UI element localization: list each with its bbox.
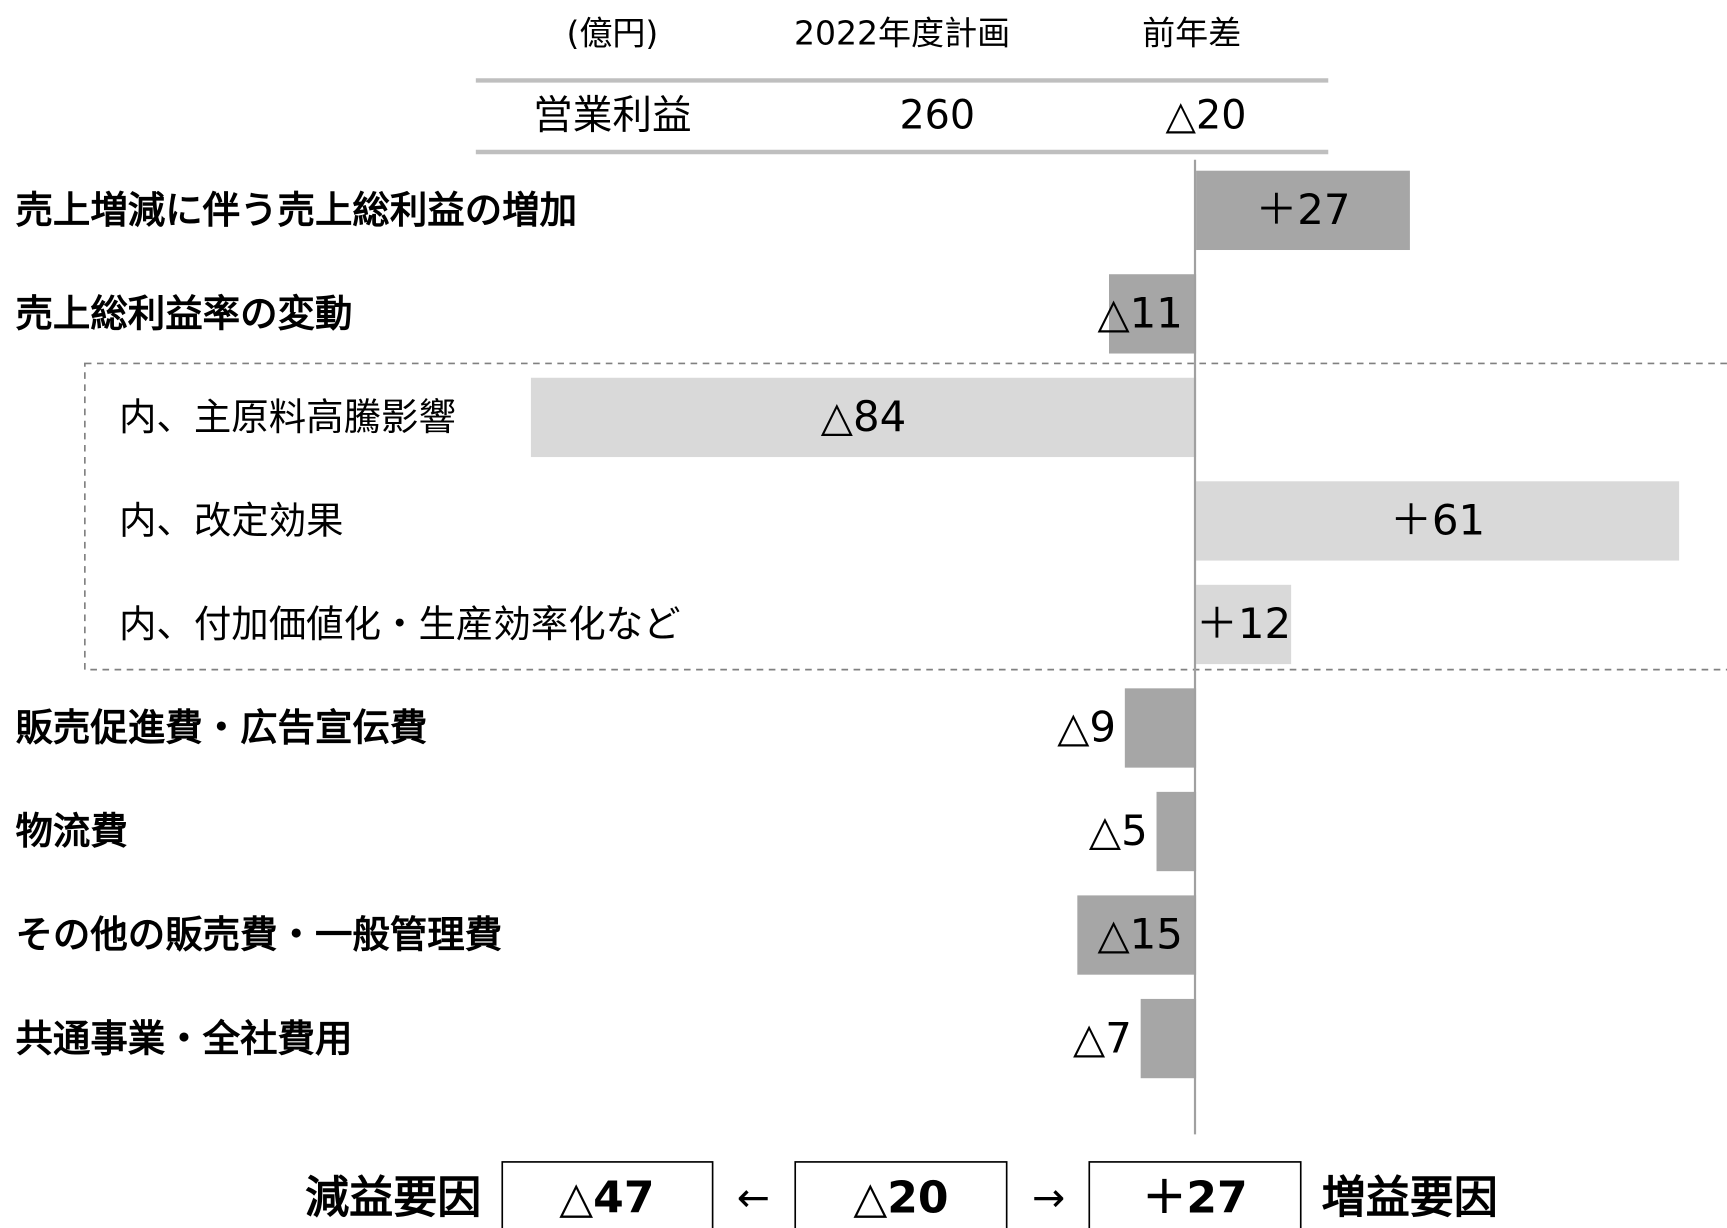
- table-cell: 営業利益: [533, 92, 691, 138]
- table-header: 2022年度計画: [794, 14, 1010, 53]
- value-label: ＋12: [1196, 599, 1291, 648]
- summary-label: 増益要因: [1322, 1172, 1498, 1223]
- summary-arrow: →: [1032, 1175, 1065, 1221]
- category-label: 物流費: [15, 809, 127, 853]
- bar: [1124, 688, 1197, 768]
- category-label: その他の販売費・一般管理費: [15, 913, 502, 957]
- category-label: 共通事業・全社費用: [15, 1016, 352, 1060]
- value-label: △15: [1097, 910, 1182, 959]
- value-label: ＋61: [1390, 496, 1485, 545]
- value-label: △84: [821, 392, 906, 441]
- category-label: 売上増減に伴う売上総利益の増加: [15, 188, 577, 232]
- sub-category-label: 内、主原料高騰影響: [119, 395, 456, 439]
- bar: [530, 377, 1197, 458]
- bar: [1156, 791, 1197, 872]
- summary-value: △20: [853, 1172, 948, 1223]
- sub-category-label: 内、改定効果: [119, 499, 344, 543]
- sub-category-label: 内、付加価値化・生産効率化など: [119, 602, 681, 646]
- summary-box: [794, 1161, 1008, 1228]
- table-header: (億円): [566, 14, 658, 53]
- value-label: △11: [1097, 289, 1182, 338]
- value-label: ＋27: [1255, 185, 1350, 234]
- sub-item-box: [84, 362, 1727, 671]
- summary-value: △47: [559, 1172, 654, 1223]
- bar: [1196, 481, 1680, 561]
- bar: [1196, 170, 1410, 251]
- summary-box: [1088, 1161, 1302, 1228]
- table-header: 前年差: [1142, 14, 1241, 53]
- value-label: △5: [1089, 806, 1148, 855]
- bar: [1109, 274, 1197, 354]
- table-cell: △20: [1166, 92, 1247, 138]
- summary-label: 減益要因: [305, 1172, 481, 1223]
- bars: 売上増減に伴う売上総利益の増加 ＋27 売上総利益率の変動 △11 内、主原料高騰影響 △…: [15, 170, 1680, 1079]
- value-label: △7: [1073, 1013, 1132, 1062]
- category-label: 販売促進費・広告宣伝費: [15, 706, 427, 750]
- bar: [1196, 584, 1292, 665]
- summary-arrow: ←: [737, 1175, 770, 1221]
- value-label: △9: [1057, 703, 1116, 752]
- bar: [1140, 998, 1197, 1079]
- summary-value: ＋27: [1142, 1172, 1247, 1223]
- table-cell: 260: [899, 92, 975, 138]
- summary-box: [501, 1161, 714, 1228]
- bar: [1077, 895, 1197, 975]
- category-label: 売上総利益率の変動: [15, 292, 352, 336]
